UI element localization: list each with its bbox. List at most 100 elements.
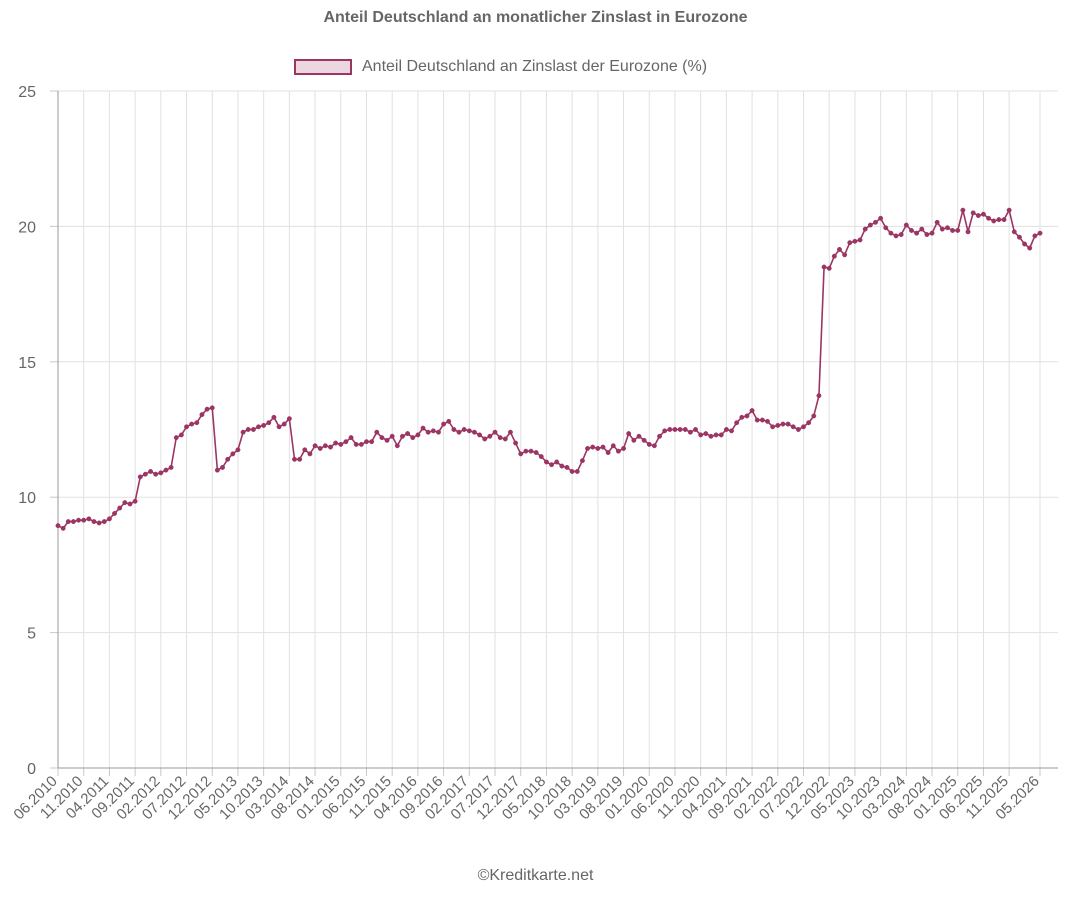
y-tick-label: 15	[18, 355, 36, 372]
legend[interactable]: Anteil Deutschland an Zinslast der Euroz…	[294, 57, 707, 77]
data-point	[662, 428, 668, 434]
data-point	[436, 429, 441, 435]
data-point	[801, 424, 806, 430]
data-point	[1022, 241, 1028, 247]
data-point	[513, 440, 519, 446]
data-point	[271, 414, 277, 420]
data-point	[903, 222, 909, 228]
data-point	[400, 433, 405, 439]
data-point	[415, 432, 421, 438]
data-point	[1032, 233, 1038, 239]
data-point	[132, 498, 138, 504]
data-point	[466, 428, 472, 434]
data-point	[384, 437, 390, 443]
data-point	[574, 469, 580, 474]
data-point	[909, 228, 914, 233]
data-point	[549, 462, 555, 468]
data-point	[806, 420, 812, 426]
data-point	[847, 240, 853, 246]
data-point	[194, 420, 200, 426]
data-point	[842, 252, 848, 258]
data-point	[389, 433, 395, 439]
data-point	[55, 523, 61, 529]
data-point	[790, 424, 796, 430]
data-point	[405, 431, 411, 437]
data-point	[348, 435, 354, 441]
data-point	[682, 427, 688, 432]
x-axis-ticks: 06.201011.201004.201109.201102.201207.20…	[10, 773, 1042, 823]
data-point	[569, 469, 575, 474]
data-point	[919, 226, 925, 232]
axes	[57, 91, 1058, 769]
data-point	[1001, 217, 1007, 223]
data-point	[158, 470, 164, 476]
data-point	[168, 464, 174, 470]
data-point	[307, 451, 313, 457]
data-point	[364, 439, 369, 445]
data-point	[420, 425, 426, 431]
data-point	[76, 517, 82, 523]
data-point	[883, 225, 889, 231]
data-point	[250, 427, 256, 432]
y-tick-label: 20	[18, 219, 36, 236]
data-point	[934, 219, 940, 225]
data-point	[235, 447, 241, 453]
data-point	[65, 519, 71, 525]
data-point	[137, 474, 143, 480]
data-point	[276, 424, 282, 430]
data-point	[564, 464, 570, 470]
data-point	[1027, 245, 1033, 251]
grid	[50, 90, 1058, 776]
data-point	[734, 420, 740, 426]
data-point	[81, 517, 87, 523]
data-point	[322, 443, 328, 449]
data-point	[770, 424, 776, 430]
data-point	[1011, 229, 1017, 235]
data-point	[621, 446, 627, 451]
data-point	[492, 429, 498, 435]
data-point	[543, 459, 549, 465]
data-point	[960, 207, 966, 213]
data-point	[425, 429, 431, 435]
data-point	[672, 427, 678, 432]
data-point	[112, 510, 118, 516]
data-point	[446, 418, 452, 424]
data-point	[317, 446, 323, 451]
data-point	[996, 217, 1002, 223]
data-point	[184, 424, 189, 430]
data-point	[451, 427, 457, 432]
data-point	[729, 428, 734, 434]
data-point	[862, 226, 868, 232]
data-point	[693, 427, 698, 432]
data-point	[482, 436, 488, 442]
data-point	[888, 230, 894, 236]
y-axis-ticks: 0 5 10 15 20 25	[18, 84, 36, 778]
data-point	[759, 417, 765, 423]
footer-credit: ©Kreditkarte.net	[477, 867, 594, 884]
data-point	[754, 417, 760, 423]
data-point	[209, 405, 215, 411]
data-point	[657, 433, 662, 439]
data-point	[970, 210, 976, 216]
data-point	[518, 451, 524, 457]
data-point	[610, 443, 616, 449]
data-point	[461, 427, 467, 432]
data-point	[708, 433, 714, 439]
data-point	[245, 427, 251, 432]
data-point	[780, 421, 786, 427]
data-point	[70, 519, 76, 525]
data-point	[615, 448, 621, 454]
data-point	[96, 520, 102, 526]
data-point	[914, 230, 920, 236]
data-point	[924, 232, 930, 237]
data-point	[718, 432, 724, 438]
data-point	[333, 440, 339, 446]
data-point	[785, 421, 791, 427]
data-point	[220, 464, 225, 470]
data-point	[369, 439, 375, 445]
data-point	[199, 412, 205, 418]
data-point	[831, 253, 837, 259]
data-point	[297, 456, 303, 462]
data-point	[626, 431, 632, 437]
data-point	[163, 467, 169, 473]
